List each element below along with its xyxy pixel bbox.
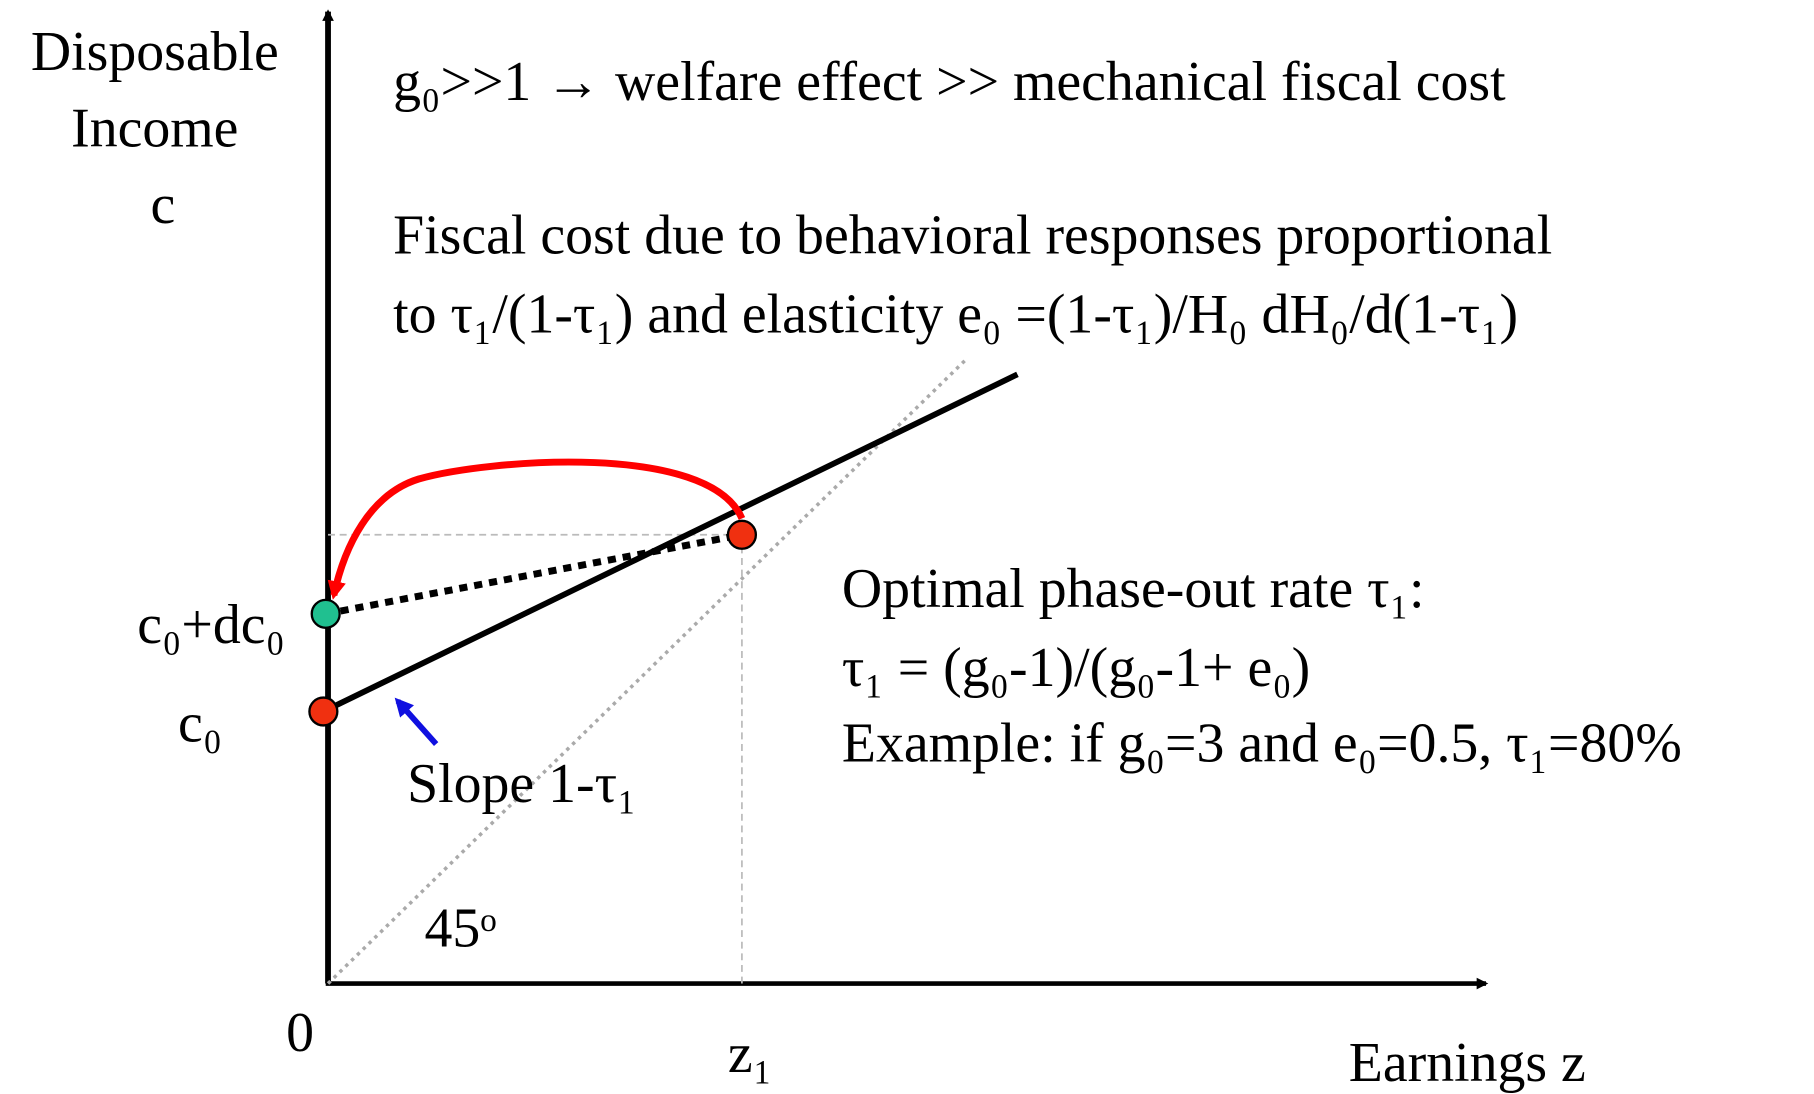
headline: g₀>>1 → welfare effect >> mechanical fis… — [393, 51, 1506, 113]
point-c0 — [308, 696, 339, 727]
y-axis-label: Income — [71, 97, 238, 159]
transfer-arrow — [327, 458, 746, 600]
c0-dc0-label: c₀+dc₀ — [137, 594, 285, 656]
45-degree-line — [326, 356, 969, 985]
note-line: to τ₁/(1-τ₁) and elasticity e₀ =(1-τ₁)/H… — [393, 284, 1518, 346]
point-c0-dc0 — [310, 598, 341, 629]
new-budget-line — [325, 531, 743, 618]
y-axis-label: c — [151, 174, 176, 236]
note-line: Example: if g₀=3 and e₀=0.5, τ₁=80% — [842, 712, 1682, 774]
note-line: τ₁ = (g₀-1)/(g₀-1+ e₀) — [842, 637, 1310, 699]
budget-line — [322, 371, 1019, 715]
note-line: Optimal phase-out rate τ₁: — [842, 558, 1425, 620]
point-z1 — [726, 519, 758, 550]
origin-label: 0 — [286, 1002, 314, 1064]
x-axis-label: Earnings z — [1349, 1032, 1586, 1094]
z1-label: z₁ — [728, 1023, 772, 1085]
y-axis-label: Disposable — [31, 21, 279, 83]
slope-arrow — [394, 697, 439, 746]
slope-label: Slope 1-τ₁ — [407, 753, 636, 815]
c0-label: c₀ — [178, 693, 222, 755]
angle-label: 45ᵒ — [425, 897, 497, 959]
note-line: Fiscal cost due to behavioral responses … — [393, 204, 1552, 266]
